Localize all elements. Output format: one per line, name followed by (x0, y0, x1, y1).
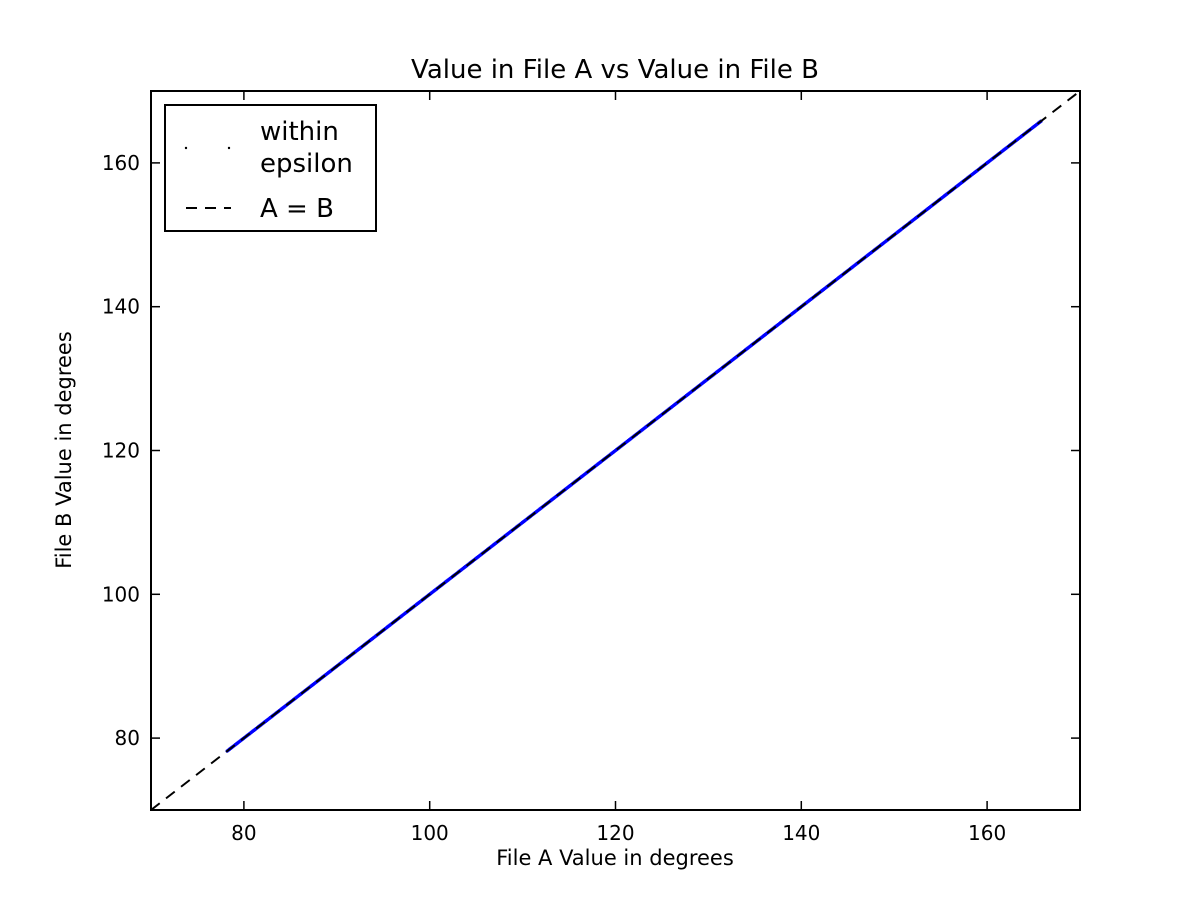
x-tick-label: 100 (411, 821, 449, 845)
x-tick-label: 160 (968, 821, 1006, 845)
legend: within epsilon A = B (164, 104, 377, 232)
legend-marker-within-epsilon (227, 146, 231, 150)
y-tick-label: 140 (102, 295, 140, 319)
x-tick-label: 80 (231, 821, 256, 845)
series-line-a-equals-b (151, 91, 1080, 810)
x-axis-ticks: 80 100 120 140 160 (231, 91, 1006, 845)
y-axis-label: File B Value in degrees (52, 331, 76, 569)
y-tick-label: 120 (102, 439, 140, 463)
legend-marker-within-epsilon (184, 146, 188, 150)
y-tick-label: 80 (115, 726, 140, 750)
legend-label-line: within (260, 117, 339, 147)
legend-label-within-epsilon: within epsilon (260, 117, 353, 179)
chart-title: Value in File A vs Value in File B (411, 55, 819, 85)
x-tick-label: 120 (596, 821, 634, 845)
x-tick-label: 140 (782, 821, 820, 845)
y-tick-label: 160 (102, 151, 140, 175)
legend-label-line: epsilon (260, 149, 353, 179)
legend-label-a-equals-b: A = B (260, 194, 334, 224)
y-axis-ticks: 80 100 120 140 160 (102, 151, 1080, 750)
plot-area (151, 91, 1080, 810)
x-axis-label: File A Value in degrees (496, 846, 734, 870)
y-tick-label: 100 (102, 582, 140, 606)
series-layer (151, 91, 1080, 810)
legend-frame (164, 104, 377, 232)
